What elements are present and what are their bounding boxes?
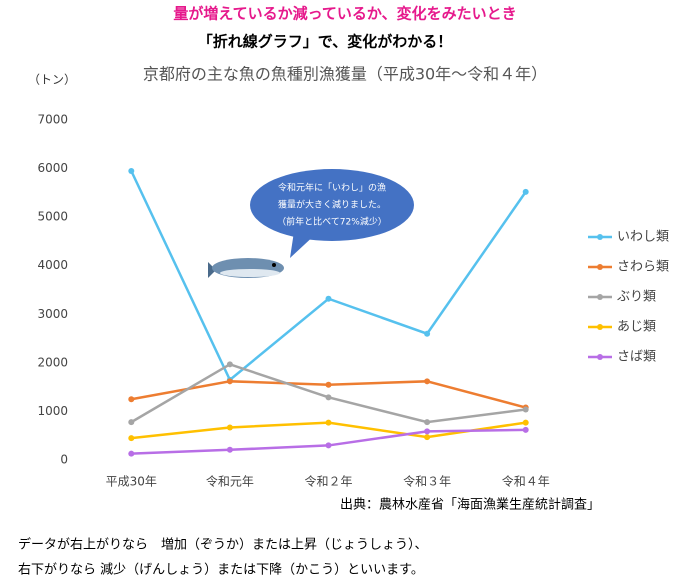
point [522,426,529,433]
callout [250,169,414,258]
fish-icon [208,258,284,278]
fish-eye [272,263,276,267]
point [424,434,431,441]
y-tick-label: 1000 [37,404,68,418]
y-tick-label: 7000 [37,113,68,127]
point [424,428,431,435]
point [325,381,332,388]
x-tick-label: 令和２年 [304,474,352,489]
point [325,394,332,401]
fish-belly [220,269,280,277]
point [128,419,135,426]
y-tick-label: 2000 [37,355,68,369]
point [128,435,135,442]
y-tick-label: 3000 [37,307,68,321]
x-tick-label: 平成30年 [106,475,157,489]
legend-label: いわし類 [617,230,669,245]
annotation-line: （前年と比べて72%減少） [277,216,387,228]
legend-label: あじ類 [617,320,656,335]
point [522,188,529,195]
x-tick-label: 令和４年 [502,474,550,489]
legend-marker [597,354,603,360]
annotation-line: 獲量が大きく減りました。 [278,199,386,211]
point [325,419,332,426]
callout-bubble [250,169,414,241]
fish-tail [208,262,216,278]
footer-line2: 右下がりなら 減少（げんしょう）または下降（かこう）といいます。 [18,562,424,578]
legend-label: ぶり類 [617,290,656,305]
legend-marker [597,264,603,270]
y-axis-label: （トン） [28,73,76,87]
point [424,330,431,337]
point [226,424,233,431]
legend-label: さわら類 [617,260,669,275]
x-tick-label: 令和３年 [403,474,451,489]
y-tick-label: 5000 [37,210,68,224]
point [128,450,135,457]
point [424,419,431,426]
point [325,295,332,302]
footer-line1: データが右上がりなら 増加（ぞうか）または上昇（じょうしょう）、 [18,537,428,553]
source: 出典：農林水産省「海面漁業生産統計調査」 [340,497,600,513]
point [128,396,135,403]
y-tick-label: 4000 [37,258,68,272]
point [226,361,233,368]
y-tick-label: 6000 [37,161,68,175]
legend-label: さば類 [617,350,656,365]
x-tick-label: 令和元年 [206,474,254,489]
legend-marker [597,294,603,300]
chart-title: 京都府の主な魚の魚種別漁獲量（平成30年～令和４年） [143,65,547,84]
y-tick-label: 0 [60,453,68,467]
point [226,446,233,453]
point [424,378,431,385]
header-line1: 量が増えているか減っているか、変化をみたいとき [173,5,516,23]
point [522,419,529,426]
point [128,168,135,174]
legend-marker [597,234,603,240]
series-line [130,362,526,424]
annotation-line: 令和元年に「いわし」の漁 [278,182,386,194]
point [325,442,332,449]
series-line [131,428,526,455]
header-line2: 「折れ線グラフ」で、変化がわかる！ [198,33,452,51]
point [522,406,529,413]
point [226,378,233,385]
legend-marker [597,324,603,330]
